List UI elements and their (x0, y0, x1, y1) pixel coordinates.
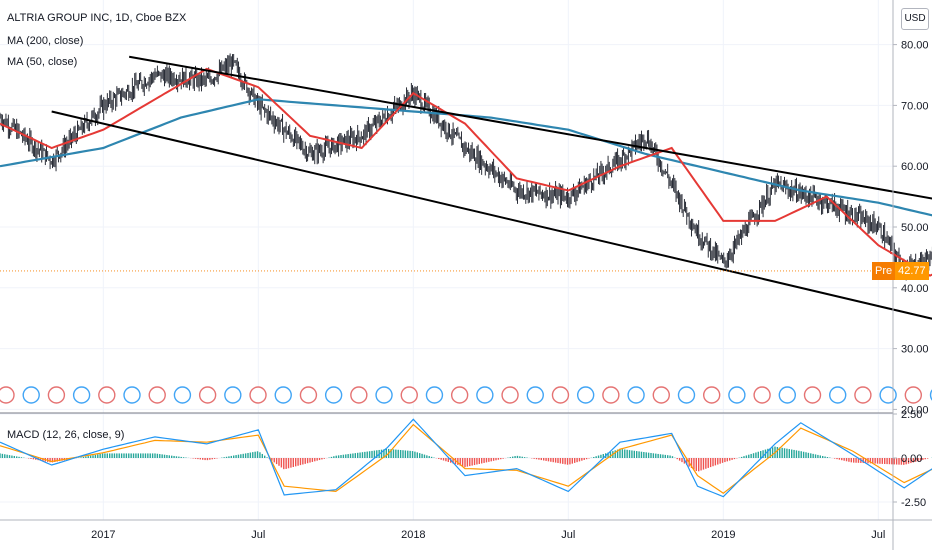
y-tick-label: 40.00 (901, 283, 929, 295)
macd-tick-label: 2.50 (901, 409, 922, 421)
macd-series-line (0, 418, 932, 498)
macd-pane[interactable] (0, 418, 932, 514)
dividend-marker (98, 386, 116, 404)
y-tick-label: 50.00 (901, 222, 929, 234)
ma200-legend[interactable]: MA (200, close) (7, 35, 84, 47)
y-tick-label: 20.00 (901, 404, 929, 416)
dividend-marker (602, 386, 620, 404)
dividend-marker (198, 386, 217, 404)
earnings-marker (173, 386, 192, 404)
earnings-marker (829, 386, 847, 404)
y-tick-label: 30.00 (901, 344, 929, 356)
time-axis[interactable]: 2017Jul2018Jul2019Jul2020Jul2021Jun2022 (91, 529, 932, 541)
dividend-marker (551, 386, 570, 404)
macd-legend[interactable]: MACD (12, 26, close, 9) (7, 429, 125, 441)
last-price-label: 42.77 (895, 262, 929, 280)
earnings-marker (879, 386, 897, 404)
dividend-marker (400, 386, 418, 404)
y-tick-label: 70.00 (901, 100, 929, 112)
earnings-marker (123, 386, 141, 404)
earnings-marker (72, 386, 91, 404)
earnings-marker (324, 386, 343, 404)
macd-tick-label: 0.00 (901, 453, 922, 465)
ma50-series-line (0, 67, 932, 277)
signal-series-line (0, 423, 932, 494)
dividend-marker (299, 386, 318, 404)
dividend-marker (702, 386, 721, 404)
earnings-marker (526, 386, 544, 404)
x-tick-label: Jul (871, 529, 885, 541)
symbol-legend[interactable]: ALTRIA GROUP INC, 1D, Cboe BZX (7, 12, 187, 24)
currency-button[interactable]: USD (901, 8, 929, 30)
price-candles (0, 53, 932, 281)
price-badge: Pre 42.77 (872, 262, 929, 280)
dividend-marker (904, 386, 923, 404)
dividend-marker (0, 386, 15, 404)
earnings-dividend-markers[interactable] (0, 386, 932, 404)
dividend-marker (652, 386, 670, 404)
earnings-marker (576, 386, 595, 404)
macd-tick-label: -2.50 (901, 497, 926, 509)
dividend-marker (450, 386, 469, 404)
x-tick-label: 2019 (711, 529, 735, 541)
earnings-marker (425, 386, 444, 404)
earnings-marker (728, 386, 746, 404)
ma200-series-line (0, 98, 932, 217)
earnings-marker (274, 386, 292, 404)
earnings-marker (375, 386, 393, 404)
earnings-marker (627, 386, 645, 404)
price-pane[interactable] (0, 53, 932, 415)
x-tick-label: 2017 (91, 529, 115, 541)
dividend-marker (803, 386, 822, 404)
trendline (128, 55, 932, 200)
x-tick-label: Jul (561, 529, 575, 541)
earnings-marker (476, 386, 494, 404)
macd-histogram (0, 446, 932, 472)
x-tick-label: 2018 (401, 529, 425, 541)
earnings-marker (224, 386, 242, 404)
dividend-marker (249, 386, 267, 404)
macd-axis[interactable]: 2.50 0.00 -2.50 (893, 409, 926, 509)
dividend-marker (148, 386, 166, 404)
earnings-marker (22, 386, 40, 404)
price-axis[interactable]: 80.00 70.00 60.00 50.00 40.00 30.00 20.00 (893, 40, 929, 417)
trendlines-group[interactable] (51, 55, 932, 416)
y-tick-label: 60.00 (901, 161, 929, 173)
dividend-marker (501, 386, 519, 404)
earnings-marker (677, 386, 696, 404)
dividend-marker (854, 386, 872, 404)
dividend-marker (350, 386, 368, 404)
y-tick-label: 80.00 (901, 40, 929, 52)
pre-market-label: Pre (872, 262, 896, 280)
ma50-legend[interactable]: MA (50, close) (7, 56, 78, 68)
earnings-marker (778, 386, 797, 404)
dividend-marker (47, 386, 66, 404)
x-tick-label: Jul (251, 529, 265, 541)
dividend-marker (753, 386, 771, 404)
trendline (51, 110, 932, 320)
